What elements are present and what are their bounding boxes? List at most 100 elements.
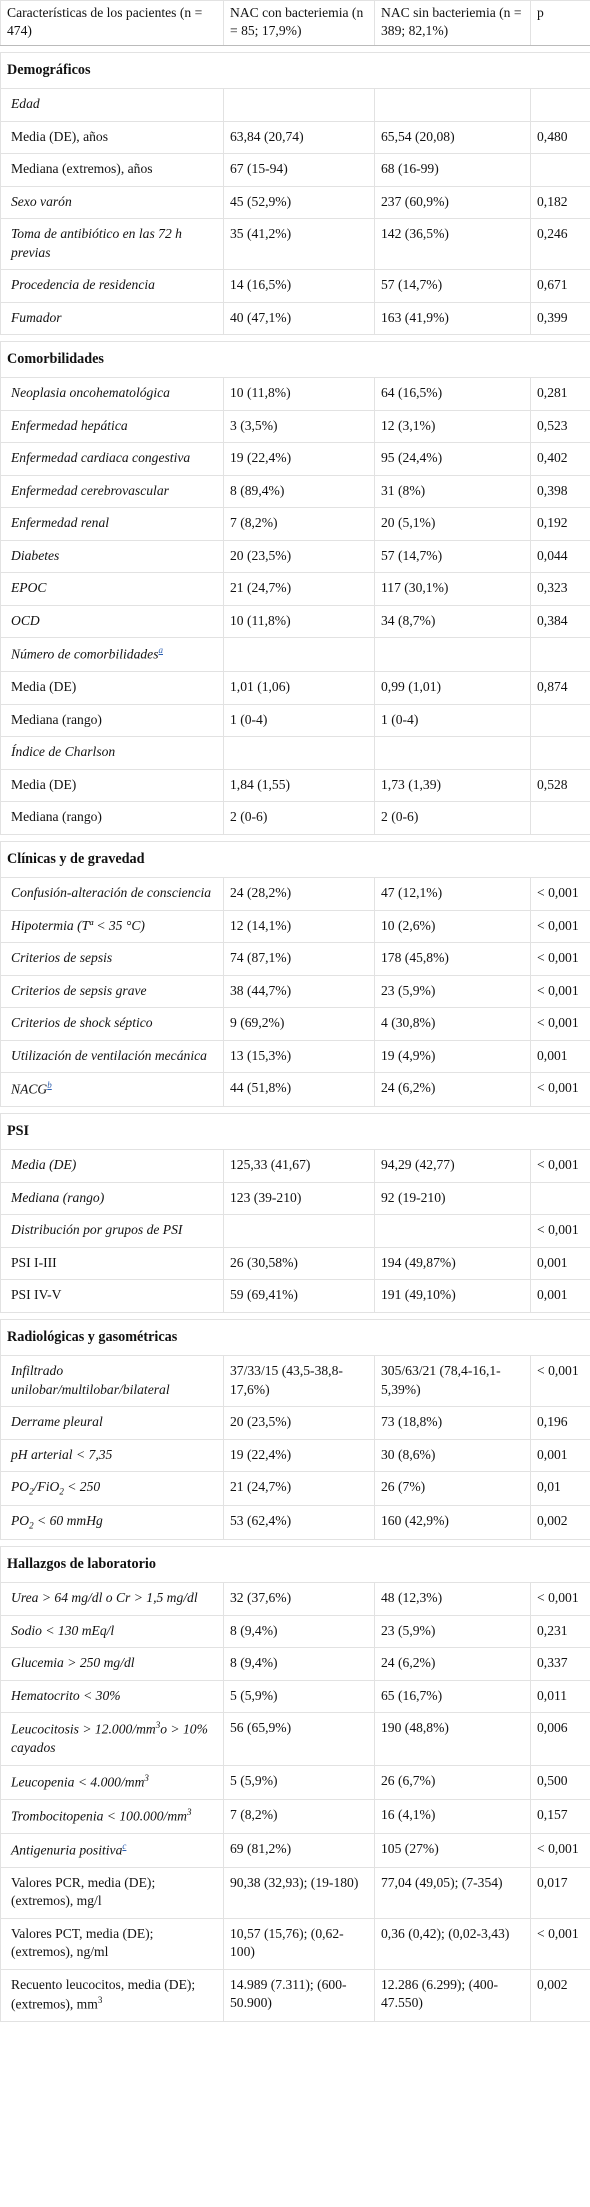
value-cell: 37/33/15 (43,5-38,8-17,6%) (223, 1355, 375, 1408)
value-cell: 38 (44,7%) (223, 974, 375, 1009)
spacer-row (0, 1311, 590, 1320)
p-value: 0,192 (530, 507, 590, 541)
p-value: 0,399 (530, 301, 590, 336)
footnote-link[interactable]: c (122, 1840, 127, 1851)
p-value: 0,874 (530, 671, 590, 705)
value-cell: 35 (41,2%) (223, 218, 375, 271)
row-label: PSI I-III (0, 1246, 224, 1281)
p-value: 0,384 (530, 604, 590, 639)
value-cell: 7 (8,2%) (223, 1798, 375, 1834)
value-cell: 190 (48,8%) (374, 1712, 531, 1766)
data-row: Procedencia de residencia 14 (16,5%) 57 (1… (0, 269, 590, 303)
data-row: EPOC 21 (24,7%) 117 (30,1%) 0,323 (0, 572, 590, 606)
value-cell: 142 (36,5%) (374, 218, 531, 271)
superscript: 3 (97, 1995, 103, 2006)
spacer-cell (0, 44, 590, 53)
data-row: Criterios de sepsis grave 38 (44,7%) 23 (5… (0, 974, 590, 1009)
p-value: 0,402 (530, 442, 590, 476)
data-row: pH arterial < 7,35 19 (22,4%) 30 (8,6%) 0,0… (0, 1438, 590, 1473)
data-row: Derrame pleural 20 (23,5%) 73 (18,8%) 0,196 (0, 1406, 590, 1440)
p-value: 0,017 (530, 1866, 590, 1919)
spacer-row (0, 44, 590, 53)
data-row: Urea > 64 mg/dl o Cr > 1,5 mg/dl 32 (37,6… (0, 1582, 590, 1616)
data-row: Enfermedad renal 7 (8,2%) 20 (5,1%) 0,192 (0, 507, 590, 541)
row-label: Recuento leucocitos, media (DE); (extrem… (0, 1968, 224, 2023)
footnote-link[interactable]: b (47, 1080, 52, 1090)
footnote-ref: b (47, 1080, 52, 1090)
value-cell: 14.989 (7.311); (600-50.900) (223, 1968, 375, 2023)
p-value (530, 637, 590, 673)
section-row: Radiológicas y gasométricas (0, 1318, 590, 1357)
label-text: PO (11, 1479, 30, 1494)
p-value (530, 703, 590, 738)
value-cell: 40 (47,1%) (223, 301, 375, 336)
header-cell: p (530, 0, 590, 46)
row-label: Utilización de ventilación mecánica (0, 1039, 224, 1074)
p-value: 0,011 (530, 1679, 590, 1714)
p-value: 0,337 (530, 1647, 590, 1681)
row-label: pH arterial < 7,35 (0, 1438, 224, 1473)
value-cell: 10 (11,8%) (223, 604, 375, 639)
row-label: Toma de antibiótico en las 72 h previas (0, 218, 224, 271)
data-row: Criterios de shock séptico 9 (69,2%) 4 (30… (0, 1007, 590, 1041)
value-cell: 67 (15-94) (223, 153, 375, 187)
value-cell: 74 (87,1%) (223, 942, 375, 976)
p-value: < 0,001 (530, 1214, 590, 1248)
label-text: Leucopenia < 4.000/mm (11, 1774, 145, 1790)
value-cell: 95 (24,4%) (374, 442, 531, 476)
value-cell: 12 (14,1%) (223, 909, 375, 944)
label-text: PO (11, 1512, 30, 1528)
data-row: Recuento leucocitos, media (DE); (extrem… (0, 1968, 590, 2023)
data-row: OCD 10 (11,8%) 34 (8,7%) 0,384 (0, 604, 590, 639)
header-cell: NAC sin bacteriemia (n = 389; 82,1%) (374, 0, 531, 46)
row-label: OCD (0, 604, 224, 639)
value-cell: 191 (49,10%) (374, 1279, 531, 1313)
header-cell: NAC con bacteriemia (n = 85; 17,9%) (223, 0, 375, 46)
value-cell: 9 (69,2%) (223, 1007, 375, 1041)
value-cell: 65 (16,7%) (374, 1679, 531, 1714)
row-label: Infiltrado unilobar/multilobar/bilateral (0, 1355, 224, 1408)
data-row: Valores PCR, media (DE); (extremos), mg/… (0, 1866, 590, 1919)
value-cell: 117 (30,1%) (374, 572, 531, 606)
value-cell: 57 (14,7%) (374, 269, 531, 303)
row-label: Procedencia de residencia (0, 269, 224, 303)
data-row: Número de comorbilidadesa (0, 637, 590, 673)
value-cell: 12 (3,1%) (374, 409, 531, 444)
p-value: < 0,001 (530, 1832, 590, 1868)
row-label: Hipotermia (Tª < 35 °C) (0, 909, 224, 944)
value-cell: 26 (30,58%) (223, 1246, 375, 1281)
p-value: 0,480 (530, 120, 590, 155)
value-cell: 125,33 (41,67) (223, 1149, 375, 1183)
p-value: 0,231 (530, 1614, 590, 1649)
p-value: 0,044 (530, 539, 590, 574)
value-cell: 2 (0-6) (374, 801, 531, 835)
value-cell: 45 (52,9%) (223, 185, 375, 220)
data-row: PO2 < 60 mmHg 53 (62,4%) 160 (42,9%) 0,002 (0, 1504, 590, 1540)
data-row: Mediana (rango) 2 (0-6) 2 (0-6) (0, 801, 590, 835)
value-cell: 8 (89,4%) (223, 474, 375, 509)
row-label: Leucocitosis > 12.000/mm3o > 10% cayados (0, 1712, 224, 1766)
row-label: Hematocrito < 30% (0, 1679, 224, 1714)
value-cell: 1,84 (1,55) (223, 768, 375, 803)
value-cell (223, 88, 375, 122)
spacer-cell (0, 334, 590, 343)
value-cell: 10 (2,6%) (374, 909, 531, 944)
p-value: 0,182 (530, 185, 590, 220)
row-label: Criterios de sepsis grave (0, 974, 224, 1009)
footnote-link[interactable]: a (158, 645, 164, 656)
value-cell: 1 (0-4) (223, 703, 375, 738)
value-cell: 1,01 (1,06) (223, 671, 375, 705)
data-row: NACGb 44 (51,8%) 24 (6,2%) < 0,001 (0, 1071, 590, 1108)
row-label: Antigenuria positivac (0, 1832, 224, 1868)
row-label: Enfermedad cerebrovascular (0, 474, 224, 509)
data-row: Mediana (extremos), años 67 (15-94) 68 (16… (0, 153, 590, 187)
value-cell: 21 (24,7%) (223, 572, 375, 606)
value-cell: 237 (60,9%) (374, 185, 531, 220)
value-cell: 44 (51,8%) (223, 1071, 375, 1108)
data-row: Toma de antibiótico en las 72 h previas 3… (0, 218, 590, 271)
label-text: /FiO (33, 1479, 60, 1494)
value-cell: 94,29 (42,77) (374, 1149, 531, 1183)
data-row: Trombocitopenia < 100.000/mm3 7 (8,2%) 16 … (0, 1798, 590, 1834)
value-cell (374, 88, 531, 122)
value-cell: 7 (8,2%) (223, 507, 375, 541)
